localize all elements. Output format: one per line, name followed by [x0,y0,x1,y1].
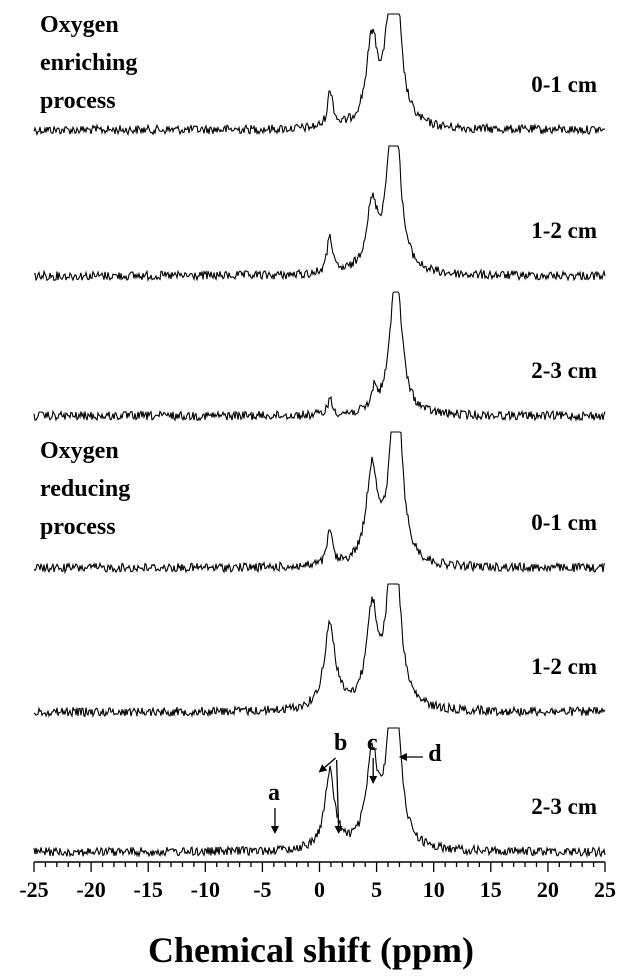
x-tick-label: -5 [253,877,271,902]
series-label-3: 2-3 cm [531,358,597,383]
annotation-label-c: c [367,730,378,756]
x-tick-label: 10 [423,877,445,902]
group-label-2-line-3: process [40,514,116,540]
x-tick-label: 5 [371,877,382,902]
annotation-label-b: b [334,730,347,756]
x-tick-label: 20 [537,877,559,902]
group-label-1-line-3: process [40,88,116,114]
x-tick-label: 25 [594,877,616,902]
series-label-5: 1-2 cm [531,654,597,679]
labels-layer: 0-1 cm 1-2 cm 2-3 cm 0-1 cm 1-2 cm 2-3 cm Oxyg… [40,12,597,819]
x-tick-label: 0 [314,877,325,902]
group-label-2-line-1: Oxygen [40,438,119,464]
annotation-label-d: d [428,741,442,767]
series-label-6: 2-3 cm [531,794,597,819]
annotations-layer: a b c d [268,730,442,834]
x-tick-label: -15 [134,877,163,902]
spectra-layer [33,13,606,859]
x-tick-label: -20 [76,877,105,902]
annotation-arrow-b-2 [334,759,343,834]
group-label-1-line-2: enriching [40,50,137,76]
spectrum-line-2 [33,145,606,283]
annotation-label-a: a [268,780,280,806]
series-label-4: 0-1 cm [531,510,597,535]
x-tick-label: -10 [191,877,220,902]
x-axis: -25 -20 -15 -10 -5 0 5 10 15 20 25 [19,861,616,902]
series-label-1: 0-1 cm [531,72,597,97]
annotation-arrow-b [318,757,337,773]
spectrum-line-1 [33,13,606,137]
x-tick-label: -25 [19,877,48,902]
spectrum-line-4 [33,431,606,575]
x-tick-label: 15 [480,877,502,902]
spectrum-line-3 [33,291,606,422]
series-label-2: 1-2 cm [531,218,597,243]
spectrum-line-6 [33,727,606,859]
x-axis-title: Chemical shift (ppm) [148,930,474,970]
group-label-2-line-2: reducing [40,476,130,502]
group-label-1-line-1: Oxygen [40,12,119,38]
spectrum-line-5 [33,583,606,718]
